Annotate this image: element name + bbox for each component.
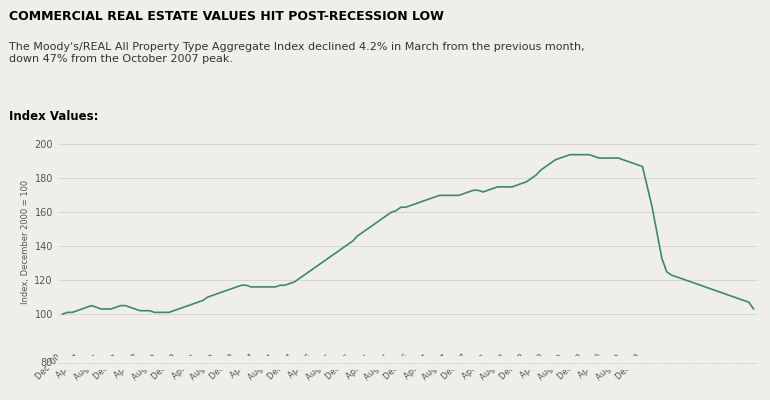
Text: COMMERCIAL REAL ESTATE VALUES HIT POST-RECESSION LOW: COMMERCIAL REAL ESTATE VALUES HIT POST-R… [9, 10, 444, 23]
Text: 80: 80 [40, 358, 52, 368]
Y-axis label: Index, December 2000 = 100: Index, December 2000 = 100 [22, 180, 30, 304]
Text: Index Values:: Index Values: [9, 110, 99, 123]
Text: The Moody's/REAL All Property Type Aggregate Index declined 4.2% in March from t: The Moody's/REAL All Property Type Aggre… [9, 42, 585, 64]
